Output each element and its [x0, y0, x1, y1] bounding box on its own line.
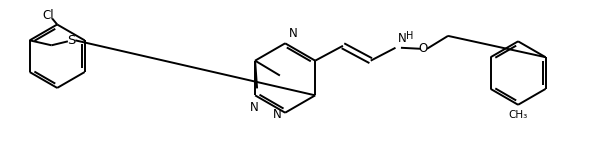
Text: H: H: [407, 31, 414, 41]
Text: N: N: [398, 32, 406, 45]
Text: CH₃: CH₃: [508, 110, 528, 120]
Text: N: N: [273, 108, 281, 121]
Text: S: S: [67, 34, 76, 47]
Text: Cl: Cl: [42, 9, 54, 21]
Text: N: N: [250, 101, 259, 114]
Text: O: O: [419, 42, 428, 55]
Text: N: N: [289, 27, 298, 40]
